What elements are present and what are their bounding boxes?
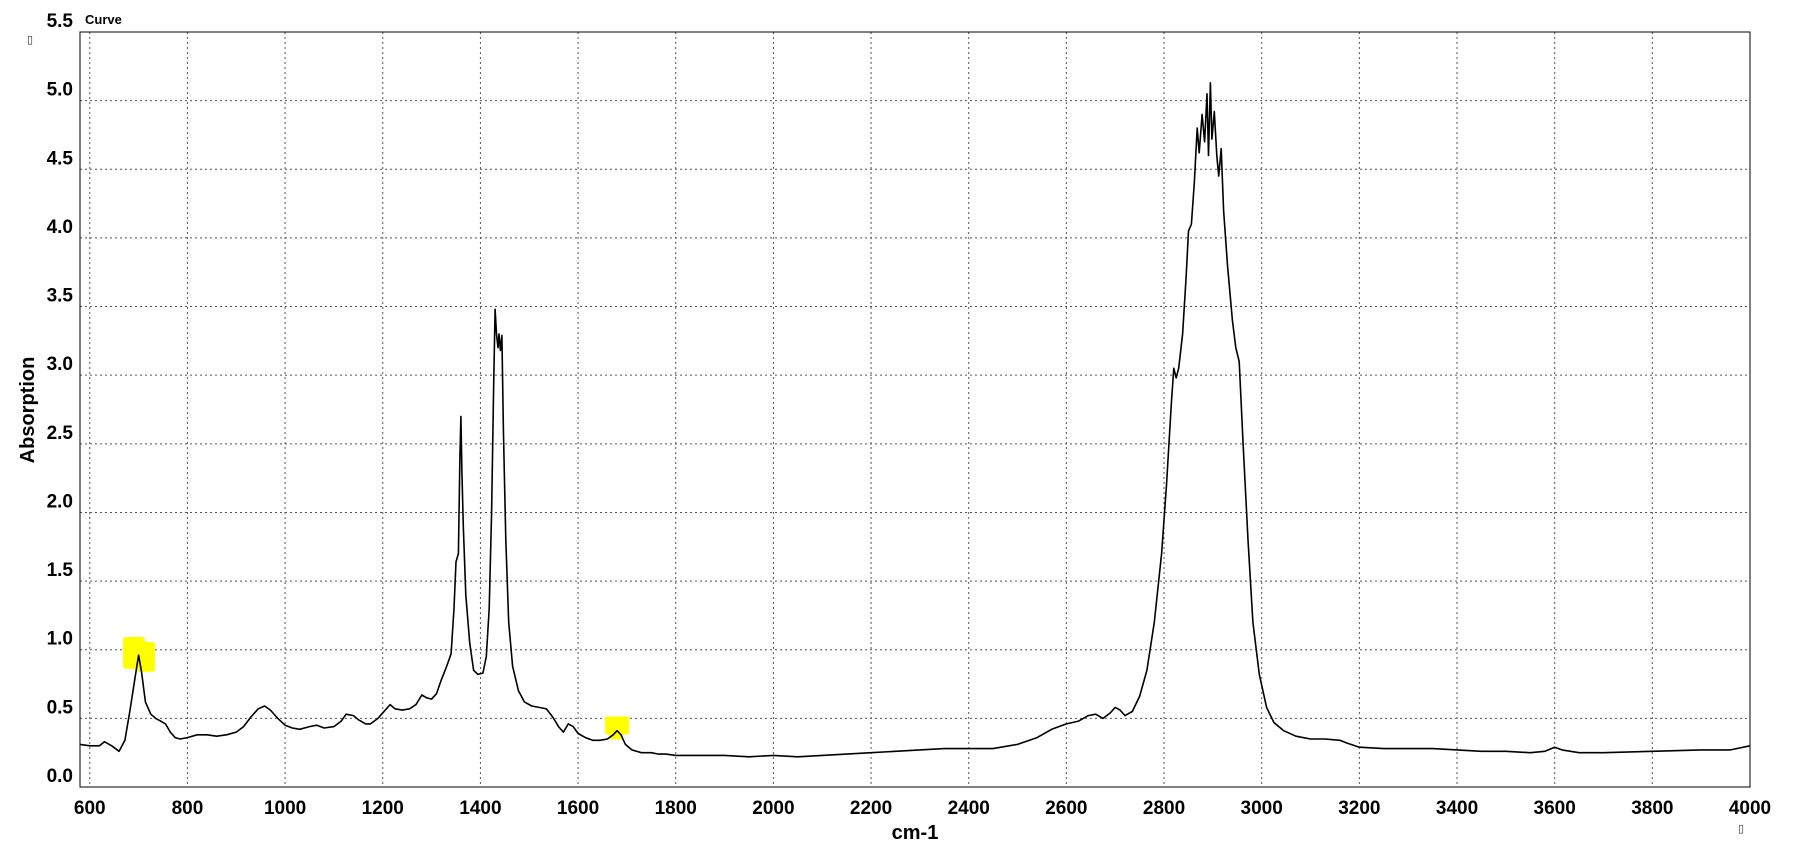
top-left-marker-icon: ▯ <box>27 33 33 46</box>
x-tick-label: 3800 <box>1631 798 1673 819</box>
x-tick-label: 3400 <box>1436 798 1478 819</box>
bottom-right-marker-icon: ▯ <box>1738 822 1744 835</box>
peak-highlight-part <box>609 729 624 740</box>
x-tick-label: 4000 <box>1729 798 1771 819</box>
x-tick-label: 3600 <box>1534 798 1576 819</box>
x-tick-label: 800 <box>172 798 204 819</box>
x-tick-label: 1200 <box>362 798 404 819</box>
y-tick-label: 1.5 <box>47 560 74 581</box>
x-tick-label: 2800 <box>1143 798 1185 819</box>
y-tick-label: 3.0 <box>47 354 73 375</box>
x-tick-label: 2200 <box>850 798 892 819</box>
y-axis-title: Absorption <box>17 357 39 464</box>
peak-highlight-1 <box>605 716 630 740</box>
x-tick-label: 1800 <box>655 798 697 819</box>
x-axis-ticks: 600 800 1000 1200 1400 1600 1800 2000 2200 2400 26… <box>74 798 1771 819</box>
peak-highlight-part <box>137 641 156 672</box>
x-tick-label: 600 <box>74 798 106 819</box>
y-tick-label: 4.0 <box>47 217 73 238</box>
y-tick-label: 2.5 <box>47 423 74 444</box>
x-tick-label: 2400 <box>948 798 990 819</box>
x-axis-title: cm-1 <box>892 822 939 844</box>
x-tick-label: 2600 <box>1045 798 1087 819</box>
y-tick-label: 5.0 <box>47 80 73 101</box>
peak-highlight-0 <box>123 636 156 672</box>
x-tick-label: 3200 <box>1338 798 1380 819</box>
spectrum-curve <box>79 82 1751 758</box>
x-tick-label: 1400 <box>459 798 501 819</box>
x-tick-label: 2000 <box>752 798 794 819</box>
y-tick-label: 3.5 <box>47 286 74 307</box>
y-axis-ticks: 0.0 0.5 1.0 1.5 2.0 2.5 3.0 3.5 4.0 4.5 5.0 5.5 <box>47 11 74 787</box>
x-tick-label: 1600 <box>557 798 599 819</box>
grid <box>80 32 1750 787</box>
y-tick-label: 4.5 <box>47 148 74 169</box>
x-tick-label: 3000 <box>1241 798 1283 819</box>
highlight-markers <box>123 636 630 740</box>
y-tick-label: 0.5 <box>47 697 74 718</box>
plot-area-frame <box>79 31 1751 788</box>
y-tick-label: 0.0 <box>47 766 73 787</box>
y-tick-label: 5.5 <box>47 11 74 32</box>
y-tick-label: 2.0 <box>47 491 73 512</box>
y-tick-label: 1.0 <box>47 629 73 650</box>
x-tick-label: 1000 <box>264 798 306 819</box>
series-label: Curve <box>85 12 122 27</box>
